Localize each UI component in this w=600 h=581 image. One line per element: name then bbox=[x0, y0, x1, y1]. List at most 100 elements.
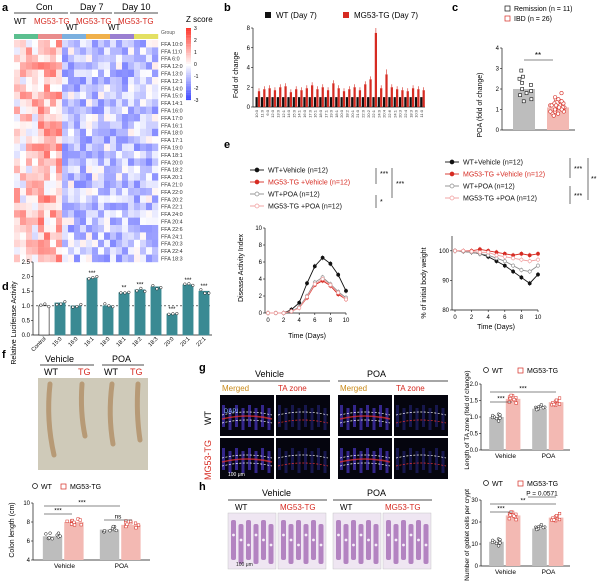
heatmap-cell bbox=[50, 40, 57, 48]
heatmap-cell bbox=[68, 225, 75, 233]
heatmap-cell bbox=[20, 247, 27, 255]
heatmap-cell bbox=[92, 91, 99, 100]
pe-left-legend-text: WT+POA (n=12) bbox=[268, 192, 320, 199]
heatmap-cell bbox=[116, 151, 123, 159]
pb-bar bbox=[260, 97, 264, 107]
ph-point bbox=[508, 513, 512, 517]
pg-ytick: 1.0 bbox=[470, 415, 479, 421]
pe-right-point bbox=[453, 248, 457, 253]
ph-bar bbox=[548, 517, 564, 566]
zscore-colorbar-cell bbox=[186, 44, 191, 47]
pg-header-poa: POA bbox=[367, 369, 386, 379]
heatmap-cell bbox=[44, 121, 51, 129]
heatmap-cell bbox=[116, 121, 123, 129]
pg-sub-merged-2: Merged bbox=[340, 384, 367, 393]
pe-right-point bbox=[511, 269, 515, 274]
heatmap-cell bbox=[122, 114, 129, 122]
heatmap-cell bbox=[14, 158, 21, 166]
heatmap-cell bbox=[38, 77, 45, 85]
heatmap-cell bbox=[140, 99, 147, 107]
heatmap-cell bbox=[134, 165, 141, 174]
heatmap-cell bbox=[62, 210, 69, 218]
pb-bar bbox=[393, 97, 396, 107]
heatmap-cell bbox=[26, 202, 33, 211]
heatmap-cell bbox=[56, 210, 63, 218]
pf-col-wt-2: WT bbox=[104, 367, 118, 377]
heatmap-cell bbox=[98, 77, 105, 85]
pc-bar bbox=[513, 89, 535, 130]
ta-zone-boundary bbox=[221, 411, 273, 416]
heatmap-cell bbox=[86, 62, 93, 70]
heatmap-cell bbox=[98, 54, 105, 63]
heatmap-cell bbox=[74, 232, 81, 240]
pe-left-ytick: 0 bbox=[259, 311, 263, 317]
heatmap-cell bbox=[32, 143, 39, 152]
zscore-colorbar-cell bbox=[186, 37, 191, 39]
pb-bar bbox=[390, 87, 393, 107]
crypt-mark bbox=[409, 405, 412, 427]
heatmap-cell bbox=[32, 180, 39, 189]
pe-right-point bbox=[502, 254, 507, 259]
ta-zone-signal bbox=[339, 458, 391, 463]
zscore-colorbar-cell bbox=[186, 38, 191, 41]
heatmap-cell bbox=[152, 69, 159, 78]
panel-d-chart: Relative Luciferase Activity 0.0 0.5 1.0 1.… bbox=[11, 260, 212, 365]
crypt-mark bbox=[346, 408, 350, 430]
zscore-colorbar-cell bbox=[186, 55, 191, 57]
goblet-cell bbox=[417, 538, 420, 542]
heatmap-cell bbox=[146, 247, 153, 255]
heatmap-cell bbox=[44, 202, 51, 211]
zscore-colorbar-cell bbox=[186, 46, 191, 48]
pb-bar bbox=[263, 89, 266, 107]
ph-point bbox=[496, 544, 501, 548]
heatmap-cell bbox=[74, 54, 81, 63]
heatmap-cell bbox=[134, 202, 141, 211]
pd-point bbox=[43, 302, 47, 306]
pb-bar bbox=[340, 97, 343, 107]
pg-bar bbox=[548, 402, 564, 450]
ph-header-vehicle: Vehicle bbox=[262, 488, 291, 498]
heatmap-cell bbox=[140, 195, 147, 203]
goblet-cell bbox=[312, 538, 315, 542]
heatmap-cell bbox=[86, 128, 93, 137]
group-bar-cell bbox=[86, 34, 93, 39]
zscore-tick: -1 bbox=[194, 74, 199, 80]
heatmap-cell bbox=[32, 91, 39, 100]
heatmap-cell bbox=[74, 254, 81, 263]
pe-right-point bbox=[486, 250, 491, 255]
heatmap-cell bbox=[134, 225, 141, 233]
pe-left-point bbox=[297, 305, 302, 310]
heatmap-cell bbox=[110, 47, 117, 55]
heatmap-cell bbox=[152, 188, 159, 196]
heatmap-cell bbox=[44, 47, 51, 55]
heatmap-cell bbox=[56, 217, 63, 226]
heatmap-cell bbox=[92, 195, 99, 203]
zscore-colorbar-cell bbox=[186, 80, 191, 83]
crypt-mark bbox=[222, 448, 225, 470]
heatmap-cell bbox=[104, 91, 111, 100]
pg-point bbox=[491, 413, 495, 418]
heatmap-cell bbox=[110, 128, 117, 137]
zscore-tick: 2 bbox=[194, 38, 197, 44]
heatmap-cell bbox=[116, 239, 123, 248]
heatmap-cell bbox=[56, 225, 63, 233]
pg-header-vehicle: Vehicle bbox=[255, 369, 284, 379]
heatmap-cell bbox=[92, 158, 99, 166]
heatmap-cell bbox=[68, 232, 75, 240]
col-wt-2: WT bbox=[66, 23, 79, 32]
heatmap-cell bbox=[86, 106, 93, 115]
pe-left-ylabel: Disease Activity Index bbox=[238, 233, 245, 302]
pb-bar bbox=[284, 86, 287, 107]
pb-ytick: 4 bbox=[247, 66, 251, 72]
zscore-colorbar-cell bbox=[186, 73, 191, 75]
heatmap-cell bbox=[74, 114, 81, 122]
ph-point bbox=[554, 514, 559, 518]
heatmap-cell bbox=[134, 99, 141, 107]
pe-left-xtick: 8 bbox=[329, 318, 333, 324]
pf-col-tg-1: TG bbox=[78, 367, 91, 377]
pe-right-legend-marker bbox=[449, 171, 455, 177]
heatmap-cell bbox=[116, 173, 123, 181]
heatmap-cell bbox=[20, 106, 27, 115]
pb-xtick: 16:1 bbox=[313, 109, 318, 118]
heatmap-cell bbox=[32, 99, 39, 107]
